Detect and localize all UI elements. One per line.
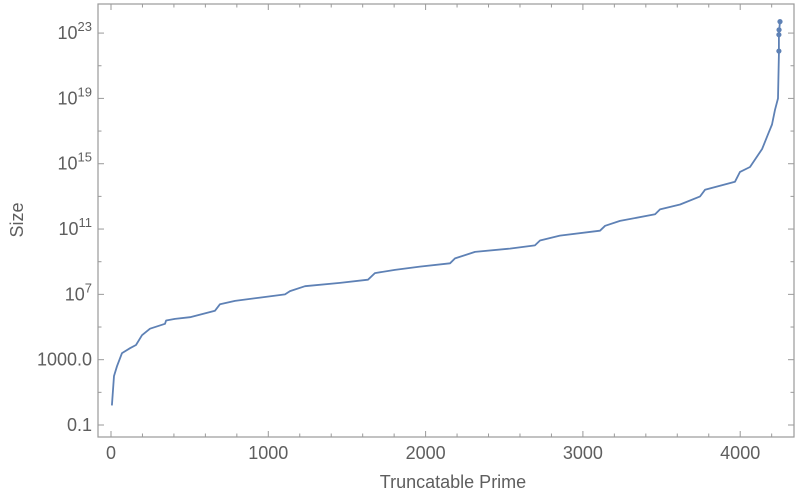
x-axis-tick-labels: 0 1000 2000 3000 4000 [106, 443, 760, 463]
y-axis-title: Size [7, 202, 27, 237]
plot-frame [97, 3, 795, 438]
y-tick-label: 107 [65, 280, 92, 304]
y-tick-label: 1023 [58, 19, 93, 43]
y-tick-label: 1000.0 [37, 350, 92, 370]
y-tick-label: 0.1 [67, 415, 92, 435]
x-tick-label: 3000 [563, 443, 603, 463]
y-tick-label: 1011 [58, 215, 92, 239]
data-point-marker [776, 27, 782, 33]
x-tick-label: 1000 [248, 443, 288, 463]
y-axis-ticks [98, 32, 794, 426]
y-tick-label: 1015 [58, 150, 93, 174]
y-axis-tick-labels: 0.1 1000.0 107 1011 1015 1019 1023 [37, 19, 92, 435]
x-tick-label: 2000 [406, 443, 446, 463]
data-point-marker [776, 48, 782, 54]
y-tick-label: 1019 [58, 84, 93, 108]
x-axis-ticks [110, 4, 773, 437]
x-axis-title: Truncatable Prime [380, 472, 526, 492]
x-tick-label: 0 [106, 443, 116, 463]
data-point-marker [777, 19, 783, 25]
data-line [111, 21, 781, 406]
data-point-marker [776, 32, 782, 38]
data-markers [776, 19, 783, 54]
x-tick-label: 4000 [720, 443, 760, 463]
axes-box [97, 3, 795, 438]
